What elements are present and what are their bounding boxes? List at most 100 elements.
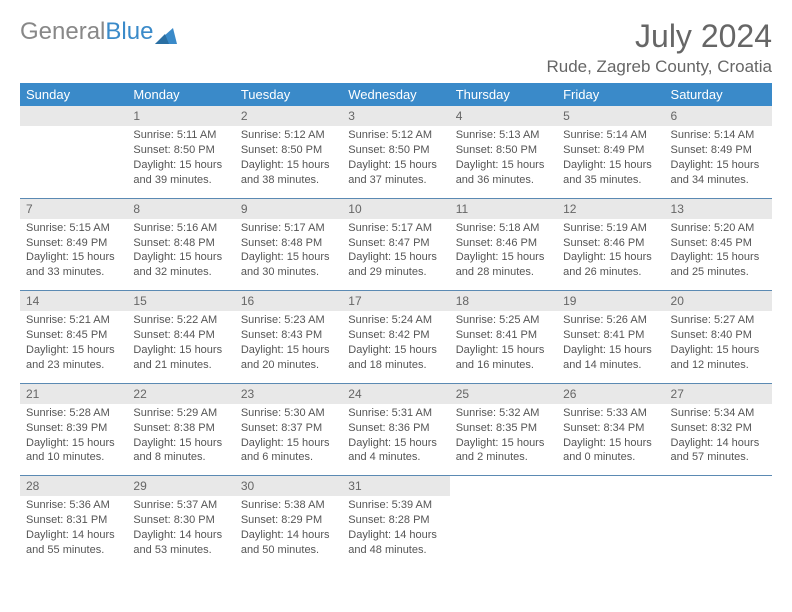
- day-body: Sunrise: 5:24 AMSunset: 8:42 PMDaylight:…: [342, 311, 449, 382]
- day-number: 9: [235, 199, 342, 219]
- sunrise-text: Sunrise: 5:33 AM: [563, 406, 658, 421]
- daylight-text: Daylight: 15 hours and 37 minutes.: [348, 158, 443, 188]
- calendar-cell: 9Sunrise: 5:17 AMSunset: 8:48 PMDaylight…: [235, 198, 342, 291]
- calendar-cell: 31Sunrise: 5:39 AMSunset: 8:28 PMDayligh…: [342, 476, 449, 568]
- day-number: 1: [127, 106, 234, 126]
- day-body: Sunrise: 5:36 AMSunset: 8:31 PMDaylight:…: [20, 496, 127, 567]
- day-number: 25: [450, 384, 557, 404]
- month-title: July 2024: [546, 18, 772, 55]
- daylight-text: Daylight: 15 hours and 18 minutes.: [348, 343, 443, 373]
- day-body: Sunrise: 5:30 AMSunset: 8:37 PMDaylight:…: [235, 404, 342, 475]
- sunrise-text: Sunrise: 5:31 AM: [348, 406, 443, 421]
- day-body: Sunrise: 5:17 AMSunset: 8:47 PMDaylight:…: [342, 219, 449, 290]
- day-body: Sunrise: 5:38 AMSunset: 8:29 PMDaylight:…: [235, 496, 342, 567]
- sunrise-text: Sunrise: 5:27 AM: [671, 313, 766, 328]
- calendar-cell: 30Sunrise: 5:38 AMSunset: 8:29 PMDayligh…: [235, 476, 342, 568]
- day-body: Sunrise: 5:17 AMSunset: 8:48 PMDaylight:…: [235, 219, 342, 290]
- day-number: 15: [127, 291, 234, 311]
- day-number: 3: [342, 106, 449, 126]
- calendar-cell: [665, 476, 772, 568]
- sunset-text: Sunset: 8:48 PM: [241, 236, 336, 251]
- day-number: 7: [20, 199, 127, 219]
- sunset-text: Sunset: 8:50 PM: [133, 143, 228, 158]
- sunrise-text: Sunrise: 5:26 AM: [563, 313, 658, 328]
- daylight-text: Daylight: 15 hours and 4 minutes.: [348, 436, 443, 466]
- sunrise-text: Sunrise: 5:13 AM: [456, 128, 551, 143]
- day-body: Sunrise: 5:14 AMSunset: 8:49 PMDaylight:…: [557, 126, 664, 197]
- calendar-cell: 27Sunrise: 5:34 AMSunset: 8:32 PMDayligh…: [665, 383, 772, 476]
- location: Rude, Zagreb County, Croatia: [546, 57, 772, 77]
- sunset-text: Sunset: 8:49 PM: [671, 143, 766, 158]
- sunrise-text: Sunrise: 5:22 AM: [133, 313, 228, 328]
- daylight-text: Daylight: 14 hours and 57 minutes.: [671, 436, 766, 466]
- calendar-cell: 2Sunrise: 5:12 AMSunset: 8:50 PMDaylight…: [235, 106, 342, 198]
- calendar-cell: 29Sunrise: 5:37 AMSunset: 8:30 PMDayligh…: [127, 476, 234, 568]
- weekday-header: Tuesday: [235, 83, 342, 106]
- calendar-cell: 15Sunrise: 5:22 AMSunset: 8:44 PMDayligh…: [127, 291, 234, 384]
- sunrise-text: Sunrise: 5:39 AM: [348, 498, 443, 513]
- sunrise-text: Sunrise: 5:17 AM: [241, 221, 336, 236]
- sunrise-text: Sunrise: 5:14 AM: [563, 128, 658, 143]
- day-number: 5: [557, 106, 664, 126]
- sunrise-text: Sunrise: 5:12 AM: [241, 128, 336, 143]
- sunset-text: Sunset: 8:35 PM: [456, 421, 551, 436]
- calendar-cell: 8Sunrise: 5:16 AMSunset: 8:48 PMDaylight…: [127, 198, 234, 291]
- sunrise-text: Sunrise: 5:20 AM: [671, 221, 766, 236]
- sunset-text: Sunset: 8:37 PM: [241, 421, 336, 436]
- day-number: 28: [20, 476, 127, 496]
- sunset-text: Sunset: 8:41 PM: [456, 328, 551, 343]
- day-body: Sunrise: 5:25 AMSunset: 8:41 PMDaylight:…: [450, 311, 557, 382]
- day-body: Sunrise: 5:21 AMSunset: 8:45 PMDaylight:…: [20, 311, 127, 382]
- sunrise-text: Sunrise: 5:17 AM: [348, 221, 443, 236]
- logo-text-gray: General: [20, 18, 105, 46]
- sunset-text: Sunset: 8:46 PM: [563, 236, 658, 251]
- weekday-header: Saturday: [665, 83, 772, 106]
- sunrise-text: Sunrise: 5:21 AM: [26, 313, 121, 328]
- calendar-row: 7Sunrise: 5:15 AMSunset: 8:49 PMDaylight…: [20, 198, 772, 291]
- logo: GeneralBlue: [20, 18, 177, 46]
- daylight-text: Daylight: 15 hours and 2 minutes.: [456, 436, 551, 466]
- calendar-cell: [20, 106, 127, 198]
- day-number-blank: [20, 106, 127, 126]
- daylight-text: Daylight: 15 hours and 30 minutes.: [241, 250, 336, 280]
- day-number: 12: [557, 199, 664, 219]
- day-number: 10: [342, 199, 449, 219]
- day-body: Sunrise: 5:31 AMSunset: 8:36 PMDaylight:…: [342, 404, 449, 475]
- sunrise-text: Sunrise: 5:32 AM: [456, 406, 551, 421]
- day-body: Sunrise: 5:26 AMSunset: 8:41 PMDaylight:…: [557, 311, 664, 382]
- sunrise-text: Sunrise: 5:15 AM: [26, 221, 121, 236]
- calendar-row: 28Sunrise: 5:36 AMSunset: 8:31 PMDayligh…: [20, 476, 772, 568]
- sunset-text: Sunset: 8:41 PM: [563, 328, 658, 343]
- day-number: 6: [665, 106, 772, 126]
- sunset-text: Sunset: 8:39 PM: [26, 421, 121, 436]
- day-number: 24: [342, 384, 449, 404]
- daylight-text: Daylight: 15 hours and 6 minutes.: [241, 436, 336, 466]
- calendar-cell: 5Sunrise: 5:14 AMSunset: 8:49 PMDaylight…: [557, 106, 664, 198]
- sunrise-text: Sunrise: 5:23 AM: [241, 313, 336, 328]
- sunrise-text: Sunrise: 5:34 AM: [671, 406, 766, 421]
- day-body: Sunrise: 5:16 AMSunset: 8:48 PMDaylight:…: [127, 219, 234, 290]
- daylight-text: Daylight: 15 hours and 35 minutes.: [563, 158, 658, 188]
- day-body: Sunrise: 5:22 AMSunset: 8:44 PMDaylight:…: [127, 311, 234, 382]
- day-body: Sunrise: 5:23 AMSunset: 8:43 PMDaylight:…: [235, 311, 342, 382]
- logo-text-blue: Blue: [105, 18, 153, 46]
- calendar-row: 1Sunrise: 5:11 AMSunset: 8:50 PMDaylight…: [20, 106, 772, 198]
- day-number: 22: [127, 384, 234, 404]
- calendar-cell: 11Sunrise: 5:18 AMSunset: 8:46 PMDayligh…: [450, 198, 557, 291]
- day-number: 2: [235, 106, 342, 126]
- day-body: Sunrise: 5:28 AMSunset: 8:39 PMDaylight:…: [20, 404, 127, 475]
- sunset-text: Sunset: 8:49 PM: [563, 143, 658, 158]
- day-body: Sunrise: 5:27 AMSunset: 8:40 PMDaylight:…: [665, 311, 772, 382]
- sunrise-text: Sunrise: 5:19 AM: [563, 221, 658, 236]
- triangle-icon: [155, 23, 177, 41]
- calendar-cell: 4Sunrise: 5:13 AMSunset: 8:50 PMDaylight…: [450, 106, 557, 198]
- daylight-text: Daylight: 15 hours and 33 minutes.: [26, 250, 121, 280]
- sunrise-text: Sunrise: 5:29 AM: [133, 406, 228, 421]
- calendar-cell: 28Sunrise: 5:36 AMSunset: 8:31 PMDayligh…: [20, 476, 127, 568]
- daylight-text: Daylight: 15 hours and 34 minutes.: [671, 158, 766, 188]
- sunrise-text: Sunrise: 5:24 AM: [348, 313, 443, 328]
- weekday-header: Thursday: [450, 83, 557, 106]
- day-number: 20: [665, 291, 772, 311]
- calendar-cell: 22Sunrise: 5:29 AMSunset: 8:38 PMDayligh…: [127, 383, 234, 476]
- day-number: 27: [665, 384, 772, 404]
